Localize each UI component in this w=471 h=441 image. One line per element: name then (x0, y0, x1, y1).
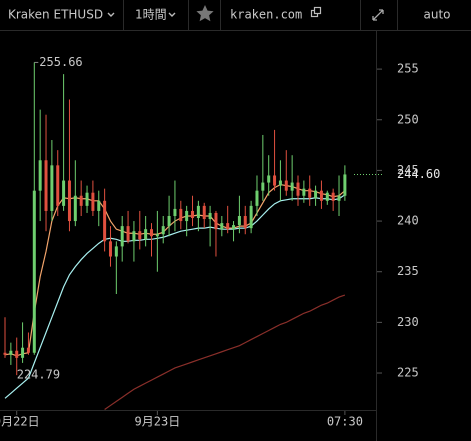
last-price-label: 244.60 (397, 167, 440, 181)
candle-body (3, 352, 7, 355)
candle-body (226, 223, 230, 230)
candle-body (155, 234, 159, 237)
candle-body (79, 195, 83, 206)
candle-body (308, 188, 312, 198)
min-label: 224.79 (17, 368, 60, 382)
candle-body (237, 215, 241, 226)
candle-body (91, 192, 95, 211)
candle-body (284, 180, 288, 191)
candle-body (21, 347, 25, 358)
candle-body (73, 195, 77, 222)
symbol[interactable]: Kraken ETHUSD (8, 8, 103, 22)
x-tick-label: 9月23日 (135, 415, 181, 429)
candle-body (108, 241, 112, 257)
candle-body (32, 190, 36, 353)
candle-body (179, 208, 183, 222)
toolbar: Kraken ETHUSD 1時間 kraken.com auto (0, 0, 471, 31)
candle-body (56, 165, 60, 206)
candle-body (255, 190, 259, 206)
candle-body (290, 182, 294, 191)
candle-body (38, 160, 42, 191)
candle-body (331, 192, 335, 201)
candle-body (337, 195, 341, 201)
candle-body (302, 188, 306, 196)
candle-body (138, 231, 142, 240)
dropdown-icon[interactable] (107, 12, 115, 17)
candle-body (191, 210, 195, 219)
max-label: 255.66 (39, 55, 82, 69)
candle-body (214, 212, 218, 230)
candle-body (243, 215, 247, 229)
x-tick-label: 9月22日 (0, 415, 40, 429)
candle-body (196, 205, 200, 219)
candle-body (85, 192, 89, 206)
candle-body (44, 160, 48, 211)
candle-body (273, 175, 277, 186)
x-tick-label: 07:30 (327, 415, 363, 429)
candle-body (97, 200, 101, 211)
scale-mode[interactable]: auto (423, 8, 450, 22)
candle-body (208, 212, 212, 220)
moving-average (104, 294, 346, 410)
candle-body (144, 229, 148, 240)
external-link-icon[interactable] (310, 6, 322, 18)
y-tick-label: 250 (397, 112, 419, 126)
y-tick-label: 225 (397, 366, 419, 380)
candle-body (267, 175, 271, 183)
candle-body (325, 192, 329, 201)
candle-body (220, 223, 224, 230)
interval[interactable]: 1時間 (135, 8, 167, 22)
moving-average (4, 194, 346, 399)
candle-body (161, 226, 165, 235)
candle-body (249, 205, 253, 229)
dropdown-icon[interactable] (168, 12, 176, 17)
candle-body (9, 350, 13, 355)
candle-body (26, 347, 30, 353)
y-tick-label: 245 (397, 163, 419, 177)
candle-body (202, 205, 206, 220)
candle-body (185, 210, 189, 222)
candle-body (126, 226, 130, 242)
candle-body (50, 165, 54, 211)
candle-body (232, 225, 236, 230)
y-tick-label: 230 (397, 315, 419, 329)
y-tick-label: 235 (397, 264, 419, 278)
candle-body (167, 215, 171, 227)
plot-area (3, 62, 347, 410)
candle-body (296, 182, 300, 196)
candle-body (15, 350, 19, 358)
candle-body (150, 229, 153, 237)
candle-body (67, 180, 71, 222)
candle-body (343, 174, 347, 196)
candle-body (62, 180, 66, 206)
link[interactable]: kraken.com (230, 8, 302, 22)
candle-body (278, 180, 282, 186)
y-tick-label: 255 (397, 62, 419, 76)
candle-body (132, 231, 136, 242)
expand-icon[interactable] (372, 9, 384, 21)
candle-body (120, 226, 124, 247)
candle-body (103, 200, 107, 242)
candle-body (173, 208, 177, 216)
y-tick-label: 240 (397, 214, 419, 228)
star-icon[interactable] (196, 5, 214, 22)
candle-body (314, 190, 318, 198)
candle-body (319, 190, 323, 201)
candle-body (261, 182, 265, 191)
candle-body (114, 246, 118, 257)
